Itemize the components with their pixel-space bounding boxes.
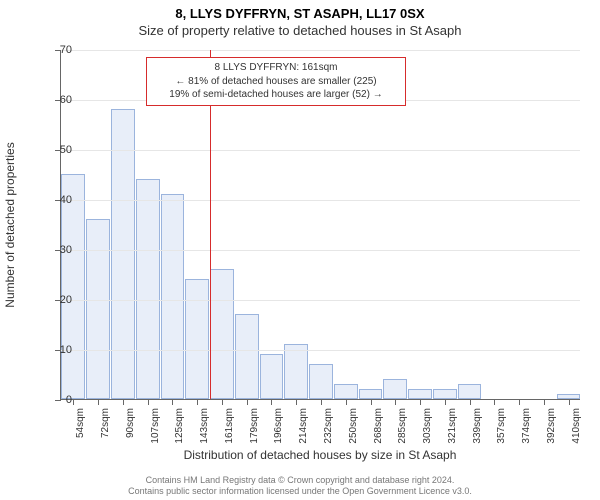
x-tick [98, 399, 99, 405]
histogram-bar [185, 279, 209, 399]
x-tick [172, 399, 173, 405]
x-tick-label: 321sqm [447, 408, 458, 488]
x-tick-label: 107sqm [150, 408, 161, 488]
gridline [61, 200, 580, 201]
histogram-bar [284, 344, 308, 399]
gridline [61, 150, 580, 151]
x-tick [346, 399, 347, 405]
x-tick-label: 214sqm [298, 408, 309, 488]
x-tick [123, 399, 124, 405]
histogram-bar [235, 314, 259, 399]
y-tick-label: 20 [42, 294, 72, 306]
gridline [61, 350, 580, 351]
histogram-bar [359, 389, 383, 399]
x-tick [148, 399, 149, 405]
x-tick [197, 399, 198, 405]
y-tick-label: 10 [42, 344, 72, 356]
x-tick-label: 303sqm [422, 408, 433, 488]
x-tick-label: 196sqm [273, 408, 284, 488]
x-tick-label: 90sqm [125, 408, 136, 488]
histogram-bar [260, 354, 284, 399]
x-tick-label: 285sqm [397, 408, 408, 488]
chart-address-title: 8, LLYS DYFFRYN, ST ASAPH, LL17 0SX [0, 0, 600, 21]
annotation-line: ← 81% of detached houses are smaller (22… [153, 75, 399, 89]
histogram-bar [334, 384, 358, 399]
x-tick [321, 399, 322, 405]
annotation-line: 8 LLYS DYFFRYN: 161sqm [153, 61, 399, 75]
y-tick-label: 40 [42, 194, 72, 206]
histogram-bar [433, 389, 457, 399]
chart-container: 8, LLYS DYFFRYN, ST ASAPH, LL17 0SX Size… [0, 0, 600, 500]
chart-subtitle: Size of property relative to detached ho… [0, 21, 600, 38]
plot-area: 8 LLYS DYFFRYN: 161sqm← 81% of detached … [60, 50, 580, 400]
x-tick-label: 161sqm [224, 408, 235, 488]
x-tick [420, 399, 421, 405]
histogram-bar [408, 389, 432, 399]
histogram-bar [86, 219, 110, 399]
x-tick-label: 143sqm [199, 408, 210, 488]
y-tick-label: 30 [42, 244, 72, 256]
x-tick-label: 125sqm [174, 408, 185, 488]
x-tick [73, 399, 74, 405]
x-tick [470, 399, 471, 405]
gridline [61, 50, 580, 51]
y-axis-label: Number of detached properties [3, 142, 17, 307]
x-tick-label: 339sqm [472, 408, 483, 488]
x-tick [519, 399, 520, 405]
x-tick [569, 399, 570, 405]
annotation-line: 19% of semi-detached houses are larger (… [153, 88, 399, 102]
x-tick [544, 399, 545, 405]
footer-line-2: Contains public sector information licen… [0, 486, 600, 498]
gridline [61, 300, 580, 301]
y-tick-label: 60 [42, 94, 72, 106]
histogram-bar [161, 194, 185, 399]
x-tick [222, 399, 223, 405]
x-tick-label: 410sqm [571, 408, 582, 488]
histogram-bar [458, 384, 482, 399]
x-tick-label: 54sqm [75, 408, 86, 488]
x-tick [395, 399, 396, 405]
x-tick [445, 399, 446, 405]
y-tick-label: 0 [42, 394, 72, 406]
histogram-bar [136, 179, 160, 399]
histogram-bar [383, 379, 407, 399]
annotation-box: 8 LLYS DYFFRYN: 161sqm← 81% of detached … [146, 57, 406, 106]
x-tick [371, 399, 372, 405]
x-tick [296, 399, 297, 405]
x-tick-label: 268sqm [373, 408, 384, 488]
gridline [61, 250, 580, 251]
histogram-bar [111, 109, 135, 399]
histogram-bar [61, 174, 85, 399]
x-tick-label: 232sqm [323, 408, 334, 488]
x-tick-label: 374sqm [521, 408, 532, 488]
x-tick-label: 392sqm [546, 408, 557, 488]
histogram-bar [309, 364, 333, 399]
x-tick-label: 357sqm [496, 408, 507, 488]
x-tick [247, 399, 248, 405]
x-tick-label: 179sqm [249, 408, 260, 488]
histogram-bar [210, 269, 234, 399]
x-tick-label: 250sqm [348, 408, 359, 488]
y-tick-label: 50 [42, 144, 72, 156]
x-tick [494, 399, 495, 405]
x-tick-label: 72sqm [100, 408, 111, 488]
y-tick-label: 70 [42, 44, 72, 56]
x-tick [271, 399, 272, 405]
